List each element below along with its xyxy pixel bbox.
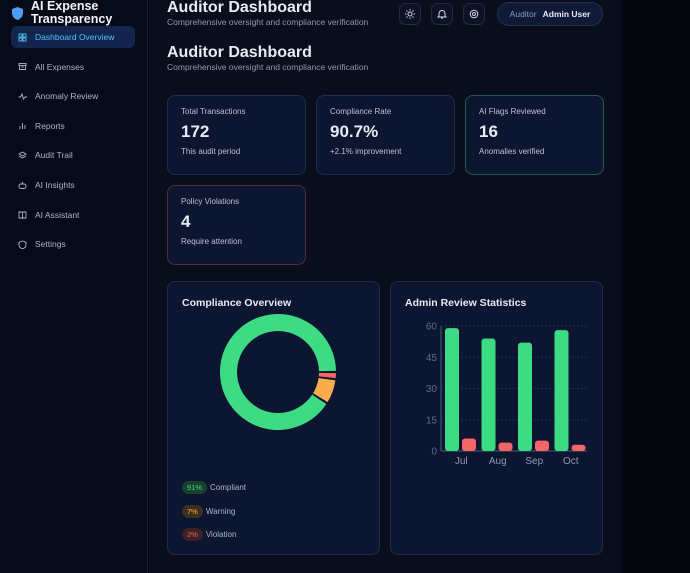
user-menu[interactable]: Auditor Admin User <box>497 2 603 26</box>
bar-aug-0[interactable] <box>481 338 496 452</box>
bar-chart-icon <box>19 123 26 130</box>
page-title: Auditor Dashboard <box>167 44 312 61</box>
x-tick-label: Jul <box>455 456 468 467</box>
stat-label: AI Flags Reviewed <box>479 107 546 116</box>
brand-title: AI Expense <box>31 0 99 13</box>
settings-button[interactable] <box>463 3 485 25</box>
stat-card: Policy Violations 4 Require attention <box>167 185 306 265</box>
sidebar-item-ai-assistant[interactable]: AI Assistant <box>11 204 135 226</box>
user-role: Auditor <box>509 9 537 19</box>
sidebar-item-reports[interactable]: Reports <box>11 115 135 137</box>
book-icon <box>18 211 27 220</box>
legend-label: Warning <box>205 506 236 516</box>
archive-icon <box>18 63 27 71</box>
stat-label: Total Transactions <box>181 107 246 116</box>
sidebar-item-label: Dashboard Overview <box>35 32 115 42</box>
stat-note: Require attention <box>181 237 242 246</box>
stat-note: This audit period <box>181 147 241 156</box>
bar-chart: 0 15 30 45 60 Jul Aug Sep Oct <box>426 322 587 467</box>
bell-icon <box>437 10 447 19</box>
stat-value: 4 <box>181 212 191 231</box>
sidebar-item-label: Audit Trail <box>35 150 73 161</box>
stat-value: 16 <box>479 122 498 141</box>
topbar-subtitle: Comprehensive oversight and compliance v… <box>167 17 369 27</box>
sidebar-item-all-expenses[interactable]: All Expenses <box>11 56 135 78</box>
sidebar-item-audit-trail[interactable]: Audit Trail <box>11 144 135 166</box>
bar-oct-0[interactable] <box>554 330 569 451</box>
brand: AI Expense Transparency <box>12 0 112 26</box>
sun-icon <box>405 9 415 19</box>
y-tick-label: 0 <box>431 447 437 458</box>
stat-note: +2.1% improvement <box>330 147 402 156</box>
sidebar-item-label: AI Insights <box>35 180 75 190</box>
stat-card: Total Transactions 172 This audit period <box>167 95 306 175</box>
stat-label: Compliance Rate <box>330 107 392 116</box>
shield-logo-icon <box>12 6 23 20</box>
sidebar-item-dashboard-overview[interactable]: Dashboard Overview <box>11 26 135 48</box>
bar-jul-0[interactable] <box>445 328 459 451</box>
y-tick-label: 45 <box>426 353 438 364</box>
sidebar: AI Expense Transparency Dashboard Overvie… <box>0 0 148 573</box>
theme-toggle-button[interactable] <box>399 3 421 25</box>
legend-item: 7% Warning <box>182 504 236 518</box>
page-subtitle: Comprehensive oversight and compliance v… <box>167 62 369 72</box>
sidebar-item-label: Anomaly Review <box>35 91 99 102</box>
bar-aug-1[interactable] <box>498 442 513 451</box>
y-tick-label: 15 <box>426 415 438 426</box>
compliance-overview-panel: Compliance Overview 91% Compliant 7% Warnin… <box>167 281 380 555</box>
stat-label: Policy Violations <box>181 197 240 206</box>
stat-card: Compliance Rate 90.7% +2.1% improvement <box>316 95 455 175</box>
bar-sep-0[interactable] <box>518 342 532 451</box>
bar-oct-1[interactable] <box>571 444 586 451</box>
panel-title: Compliance Overview <box>182 297 292 309</box>
panel-title: Admin Review Statistics <box>405 297 527 309</box>
admin-review-panel: Admin Review Statistics 0 15 30 45 60 Jul Aug S… <box>390 281 603 555</box>
activity-icon <box>18 92 27 100</box>
shield-icon <box>18 240 27 249</box>
bot-icon <box>18 181 27 189</box>
y-tick-label: 60 <box>426 322 438 333</box>
stat-card: AI Flags Reviewed 16 Anomalies verified <box>465 95 604 175</box>
legend-label: Violation <box>205 530 237 539</box>
notifications-button[interactable] <box>431 3 453 25</box>
stat-note: Anomalies verified <box>479 147 545 156</box>
y-tick-label: 30 <box>426 384 438 395</box>
stat-value: 172 <box>181 122 210 141</box>
sidebar-item-label: Reports <box>35 120 65 131</box>
legend-label: Compliant <box>210 483 247 492</box>
gear-icon <box>469 9 479 19</box>
sidebar-item-label: AI Assistant <box>35 209 80 220</box>
legend-item: 91% Compliant <box>182 481 246 494</box>
grid-icon <box>18 33 27 41</box>
brand-title-2: Transparency <box>31 12 113 26</box>
legend-percent: 2% <box>182 528 203 541</box>
donut-slice-compliant[interactable] <box>219 314 336 430</box>
sidebar-item-label: All Expenses <box>35 61 85 72</box>
layers-icon <box>18 151 27 159</box>
bar-jul-1[interactable] <box>462 438 476 452</box>
donut-slice-violation[interactable] <box>318 372 336 379</box>
user-name: Admin User <box>542 9 591 19</box>
legend-item: 2% Violation <box>182 528 236 541</box>
sidebar-item-ai-insights[interactable]: AI Insights <box>11 174 135 196</box>
donut-slice-warning[interactable] <box>313 377 336 403</box>
x-tick-label: Sep <box>525 456 543 467</box>
bar-sep-1[interactable] <box>535 440 549 451</box>
x-tick-label: Oct <box>563 456 579 467</box>
donut-chart <box>219 314 336 430</box>
topbar-title: Auditor Dashboard Comprehensive oversight… <box>167 0 369 27</box>
main-content: Auditor Dashboard Comprehensive oversight… <box>149 0 622 573</box>
legend-percent: 91% <box>182 481 208 494</box>
sidebar-item-settings[interactable]: Settings <box>11 233 135 255</box>
legend-percent: 7% <box>182 504 203 518</box>
stat-value: 90.7% <box>330 122 379 141</box>
page-header: Auditor Dashboard Comprehensive oversight… <box>167 44 368 72</box>
sidebar-item-label: Settings <box>35 239 66 250</box>
sidebar-item-anomaly-review[interactable]: Anomaly Review <box>11 85 135 107</box>
x-tick-label: Aug <box>489 456 507 467</box>
